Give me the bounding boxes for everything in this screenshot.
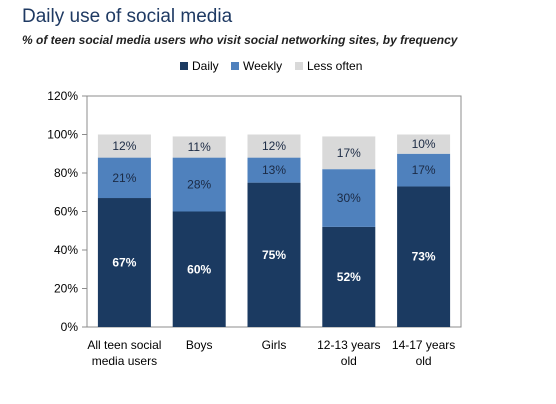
x-tick-label: 14-17 years [392, 338, 455, 352]
legend-label: Daily [192, 59, 219, 73]
data-label: 12% [112, 139, 136, 153]
legend-swatch [295, 62, 303, 70]
x-tick-label: old [341, 354, 357, 368]
data-label: 52% [337, 270, 361, 284]
data-label: 60% [187, 262, 211, 276]
y-tick-label: 40% [54, 243, 78, 257]
y-tick-label: 0% [61, 320, 79, 334]
bar-segment [397, 134, 451, 154]
legend-swatch [231, 62, 239, 70]
data-label: 21% [112, 171, 136, 185]
legend: Daily Weekly Less often [180, 59, 362, 73]
chart-title: Daily use of social media [22, 6, 233, 27]
legend-label: Weekly [243, 59, 282, 73]
bar-segment [172, 211, 226, 327]
bar-segment [247, 157, 301, 183]
data-label: 10% [412, 137, 436, 151]
bar-segment [397, 153, 451, 187]
data-label: 12% [262, 139, 286, 153]
y-tick-label: 60% [54, 205, 78, 219]
data-label: 17% [337, 146, 361, 160]
data-label: 75% [262, 248, 286, 262]
bar-segment [397, 186, 451, 327]
data-label: 17% [412, 163, 436, 177]
y-tick-label: 100% [47, 128, 78, 142]
legend-label: Less often [307, 59, 362, 73]
x-tick-label: media users [92, 354, 157, 368]
bar-segment [322, 169, 376, 227]
x-tick-label: Boys [186, 338, 213, 352]
bar-segment [322, 136, 376, 170]
y-tick-label: 20% [54, 282, 78, 296]
plot-area: 0% 20% 40% 60% 80% 100% 120% 67% 21% 12% All teen … [47, 89, 462, 368]
data-label: 13% [262, 163, 286, 177]
x-tick-label: old [416, 354, 432, 368]
bar-segment [97, 157, 151, 199]
bar-segment [172, 136, 226, 158]
data-label: 67% [112, 256, 136, 270]
data-label: 28% [187, 178, 211, 192]
chart-subtitle: % of teen social media users who visit s… [22, 33, 458, 47]
x-tick-label: All teen social [87, 338, 161, 352]
y-tick-label: 120% [47, 89, 78, 103]
bar-segment [322, 226, 376, 327]
bar-segment [247, 182, 301, 327]
bar-segment [97, 134, 151, 158]
bar-segment [172, 157, 226, 212]
data-label: 73% [412, 250, 436, 264]
legend-swatch [180, 62, 188, 70]
x-tick-label: Girls [262, 338, 287, 352]
bar-segment [247, 134, 301, 158]
x-tick-label: 12-13 years [317, 338, 380, 352]
data-label: 30% [337, 191, 361, 205]
bar-segment [97, 198, 151, 327]
y-tick-label: 80% [54, 166, 78, 180]
data-label: 11% [188, 140, 211, 154]
